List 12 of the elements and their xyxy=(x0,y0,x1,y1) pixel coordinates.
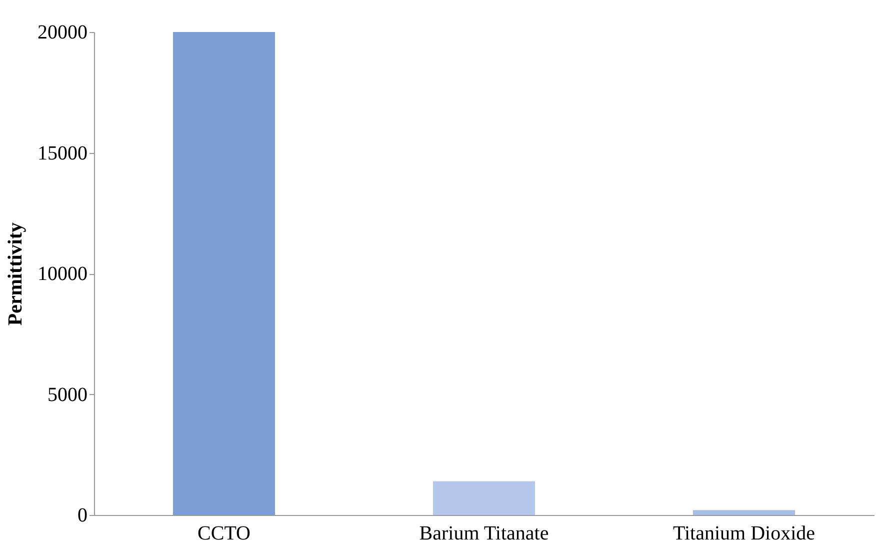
x-tick-label: Barium Titanate xyxy=(419,522,549,544)
bar xyxy=(173,32,275,515)
y-axis-title: Permittivity xyxy=(4,222,26,326)
y-tick-label: 10000 xyxy=(38,263,88,285)
y-tick-label: 15000 xyxy=(38,142,88,164)
x-tick-label: CCTO xyxy=(198,522,250,544)
bar xyxy=(693,510,795,515)
y-tick-label: 20000 xyxy=(38,22,88,44)
y-tick-label: 0 xyxy=(78,504,88,526)
y-tick-label: 5000 xyxy=(48,384,88,406)
x-tick-label: Titanium Dioxide xyxy=(672,522,816,544)
bar xyxy=(433,481,535,515)
